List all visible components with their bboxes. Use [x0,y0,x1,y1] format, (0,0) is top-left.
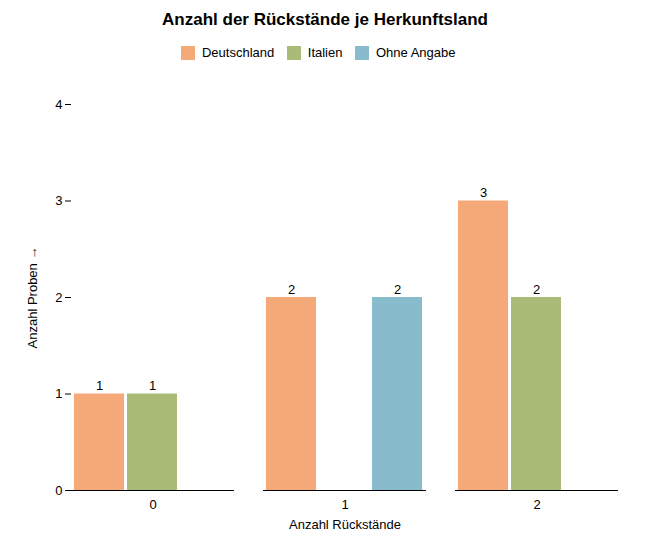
svg-text:0: 0 [149,496,156,511]
svg-text:1: 1 [149,378,156,393]
svg-text:1: 1 [96,378,103,393]
svg-text:0: 0 [55,482,62,497]
svg-text:2: 2 [394,281,401,296]
svg-text:4: 4 [55,96,62,111]
svg-text:2: 2 [533,496,540,511]
svg-text:3: 3 [55,193,62,208]
html-text:Ohne Angabe: Ohne Angabe [376,45,456,60]
svg-text:Anzahl Proben →: Anzahl Proben → [25,246,40,348]
svg-text:1: 1 [55,386,62,401]
svg-text:2: 2 [288,281,295,296]
svg-text:Anzahl Rückstände: Anzahl Rückstände [289,516,401,531]
svg-text:3: 3 [480,185,487,200]
svg-text:2: 2 [55,289,62,304]
svg-text:1: 1 [341,496,348,511]
svg-text:2: 2 [533,281,540,296]
html-text:Italien: Italien [307,45,343,60]
html-text:Deutschland: Deutschland [202,45,275,60]
html-text:Anzahl der Rückstände je Herku: Anzahl der Rückstände je Herkunftsland [162,10,488,29]
